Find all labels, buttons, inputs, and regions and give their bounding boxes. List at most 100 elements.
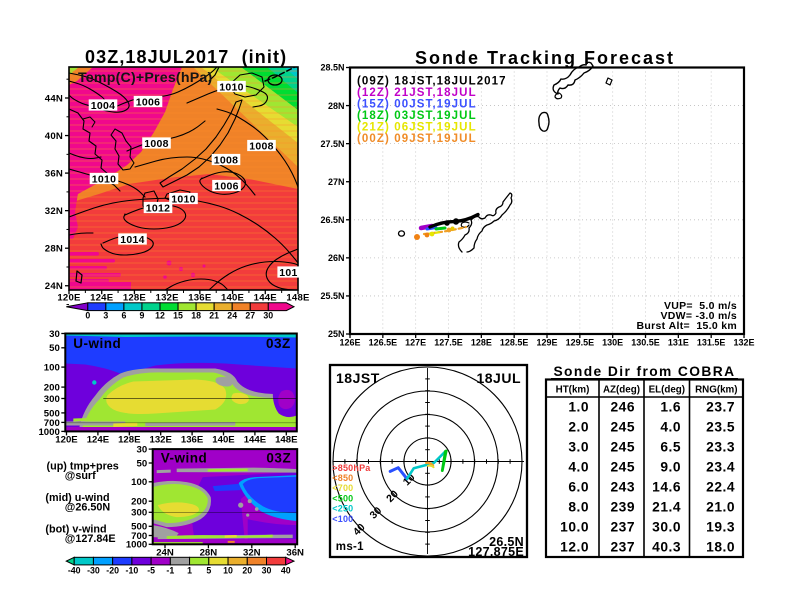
- svg-text:300: 300: [131, 508, 147, 519]
- svg-text:VDW= -3.0 m/s: VDW= -3.0 m/s: [660, 310, 737, 322]
- svg-text:700: 700: [131, 531, 147, 542]
- svg-text:25.5N: 25.5N: [320, 291, 344, 301]
- svg-text:@surf: @surf: [65, 470, 96, 482]
- svg-text:3.0: 3.0: [568, 440, 589, 455]
- svg-text:9.0: 9.0: [660, 460, 681, 475]
- svg-text:1008: 1008: [214, 155, 239, 167]
- svg-text:03Z: 03Z: [266, 336, 291, 351]
- svg-text:-5: -5: [147, 565, 155, 575]
- svg-text:6.5: 6.5: [660, 440, 681, 455]
- svg-text:<850: <850: [332, 473, 353, 483]
- svg-text:30: 30: [137, 445, 148, 456]
- svg-text:AZ(deg): AZ(deg): [603, 385, 640, 396]
- svg-text:148E: 148E: [286, 292, 310, 303]
- svg-text:100: 100: [131, 477, 147, 488]
- svg-text:1008: 1008: [144, 138, 169, 150]
- svg-text:-30: -30: [87, 565, 100, 575]
- svg-text:(15Z) 00JST,19JUL: (15Z) 00JST,19JUL: [357, 99, 477, 111]
- svg-text:246: 246: [610, 400, 635, 415]
- svg-text:@127.84E: @127.84E: [65, 533, 116, 545]
- svg-text:3: 3: [103, 311, 108, 321]
- svg-text:(00Z) 09JST,19JUL: (00Z) 09JST,19JUL: [357, 133, 477, 145]
- svg-text:1.6: 1.6: [660, 400, 681, 415]
- svg-text:30: 30: [49, 329, 60, 340]
- svg-text:1000: 1000: [126, 540, 147, 551]
- svg-text:24N: 24N: [156, 547, 174, 558]
- svg-text:4.0: 4.0: [568, 460, 589, 475]
- svg-text:23.4: 23.4: [706, 460, 735, 475]
- svg-text:27: 27: [245, 311, 255, 321]
- svg-text:24N: 24N: [45, 281, 63, 292]
- svg-text:700: 700: [44, 418, 60, 429]
- svg-text:200: 200: [131, 497, 147, 508]
- svg-text:144E: 144E: [254, 292, 278, 303]
- svg-text:40N: 40N: [45, 131, 63, 142]
- svg-text:(18Z) 03JST,19JUL: (18Z) 03JST,19JUL: [357, 110, 477, 122]
- svg-text:144E: 144E: [244, 434, 267, 445]
- svg-text:<100: <100: [332, 514, 353, 524]
- svg-text:32N: 32N: [45, 206, 63, 217]
- svg-text:127.875E: 127.875E: [468, 545, 524, 559]
- svg-text:30.0: 30.0: [652, 520, 681, 535]
- svg-text:300: 300: [44, 394, 60, 405]
- svg-text:1000: 1000: [38, 427, 59, 438]
- svg-text:ms-1: ms-1: [336, 541, 364, 553]
- svg-text:1004: 1004: [91, 100, 116, 112]
- svg-text:28N: 28N: [45, 244, 63, 255]
- svg-text:1010: 1010: [171, 194, 196, 206]
- svg-text:1014: 1014: [120, 234, 145, 246]
- svg-text:129E: 129E: [536, 338, 557, 348]
- svg-text:5: 5: [206, 565, 211, 575]
- svg-text:EL(deg): EL(deg): [649, 385, 685, 396]
- svg-text:239: 239: [610, 500, 635, 515]
- svg-text:1010: 1010: [219, 82, 244, 94]
- svg-text:36N: 36N: [286, 547, 304, 558]
- svg-text:136E: 136E: [188, 292, 212, 303]
- svg-text:U-wind: U-wind: [73, 336, 121, 351]
- svg-text:1008: 1008: [249, 141, 274, 153]
- svg-text:21.4: 21.4: [652, 500, 681, 515]
- svg-text:131.5E: 131.5E: [697, 338, 726, 348]
- svg-text:128E: 128E: [118, 434, 141, 445]
- svg-text:128E: 128E: [471, 338, 492, 348]
- svg-text:-1: -1: [166, 565, 174, 575]
- svg-text:@26.50N: @26.50N: [65, 502, 111, 514]
- svg-text:(12Z) 21JST,18JUL: (12Z) 21JST,18JUL: [357, 87, 477, 99]
- svg-text:127E: 127E: [405, 338, 426, 348]
- svg-text:124E: 124E: [90, 292, 114, 303]
- svg-text:27.5N: 27.5N: [320, 139, 344, 149]
- svg-text:100: 100: [44, 363, 60, 374]
- svg-text:12.0: 12.0: [560, 540, 589, 555]
- svg-text:1012: 1012: [146, 203, 171, 215]
- svg-text:500: 500: [131, 522, 147, 533]
- svg-text:126.5E: 126.5E: [369, 338, 398, 348]
- svg-text:-40: -40: [68, 565, 81, 575]
- svg-text:4.0: 4.0: [660, 420, 681, 435]
- svg-text:03Z,18JUL2017 (init): 03Z,18JUL2017 (init): [85, 47, 287, 67]
- svg-text:130.5E: 130.5E: [631, 338, 660, 348]
- svg-text:24: 24: [227, 311, 237, 321]
- svg-text:10.0: 10.0: [560, 520, 589, 535]
- svg-text:128.5E: 128.5E: [500, 338, 529, 348]
- svg-text:8.0: 8.0: [568, 500, 589, 515]
- svg-text:132E: 132E: [149, 434, 172, 445]
- svg-text:1: 1: [187, 565, 192, 575]
- svg-text:28N: 28N: [200, 547, 218, 558]
- svg-text:120E: 120E: [57, 292, 81, 303]
- svg-text:50: 50: [137, 458, 148, 469]
- svg-text:101: 101: [279, 267, 297, 279]
- svg-text:15: 15: [173, 311, 183, 321]
- svg-text:6: 6: [121, 311, 126, 321]
- svg-text:200: 200: [44, 383, 60, 394]
- svg-text:124E: 124E: [87, 434, 110, 445]
- svg-text:Temp(C)+Pres(hPa): Temp(C)+Pres(hPa): [78, 70, 212, 86]
- svg-text:21.0: 21.0: [706, 500, 735, 515]
- svg-text:26N: 26N: [328, 253, 345, 263]
- svg-text:<700: <700: [332, 483, 353, 493]
- svg-text:23.7: 23.7: [706, 400, 735, 415]
- svg-text:120E: 120E: [55, 434, 78, 445]
- svg-text:25N: 25N: [328, 329, 345, 339]
- svg-text:28N: 28N: [328, 101, 345, 111]
- svg-text:6.0: 6.0: [568, 480, 589, 495]
- svg-text:Burst Alt= 15.0 km: Burst Alt= 15.0 km: [636, 320, 737, 332]
